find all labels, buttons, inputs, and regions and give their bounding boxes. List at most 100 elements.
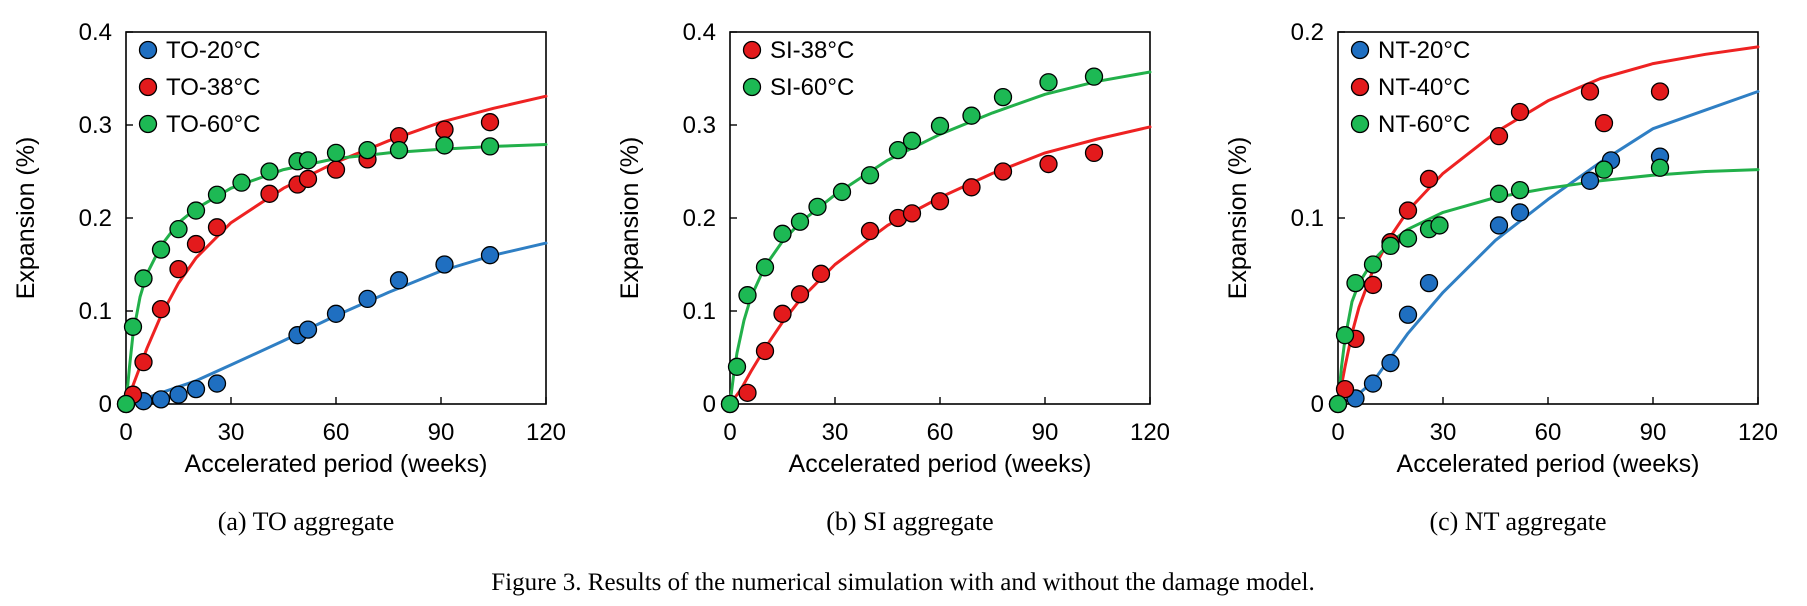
data-point-green: [123, 317, 143, 336]
data-point-green: [1039, 73, 1058, 92]
data-point-green: [773, 224, 792, 243]
data-point-red: [134, 352, 153, 372]
data-point-green: [727, 357, 747, 376]
x-tick-label: 90: [1032, 419, 1059, 446]
panels: 0 30 60 90 120 0 0.1 0.2 0.3 0.4 Accelerated perio…: [12, 19, 1778, 536]
legend-label: TO-38°C: [166, 74, 261, 101]
chart-panel-1: 0 30 60 90 120 0 0.1 0.2 0.3 0.4 Accelerated perio…: [12, 19, 566, 536]
data-point-red: [298, 169, 318, 189]
data-point-green: [1594, 160, 1614, 179]
data-point-green: [435, 136, 454, 155]
data-point-blue: [1381, 353, 1400, 373]
data-point-red: [1039, 154, 1058, 174]
x-tick-label: 90: [428, 419, 455, 446]
y-axis-title: Expansion (%): [12, 137, 40, 300]
data-point-green: [755, 258, 775, 277]
data-point-red: [1580, 82, 1600, 101]
legend-label: SI-60°C: [770, 74, 854, 101]
data-point-green: [389, 140, 409, 160]
data-point-red: [207, 218, 227, 237]
x-tick-label: 120: [526, 419, 566, 446]
y-tick-label: 0.1: [1291, 205, 1324, 232]
fit-line-red: [1336, 45, 1760, 406]
x-tick-label: 60: [323, 419, 350, 446]
data-point-green: [720, 394, 740, 414]
data-point-green: [186, 201, 206, 220]
legend-label: NT-20°C: [1378, 37, 1470, 64]
data-point-green: [1084, 67, 1104, 86]
x-axis-title: Accelerated period (weeks): [1397, 450, 1700, 478]
legend-marker: [1350, 77, 1370, 97]
data-point-red: [1510, 102, 1530, 122]
data-point-green: [993, 87, 1013, 107]
x-tick-label: 0: [723, 419, 736, 446]
data-point-green: [790, 212, 810, 231]
data-point-red: [1084, 143, 1104, 163]
data-point-blue: [1363, 374, 1383, 393]
legend-label: TO-20°C: [166, 37, 261, 64]
panel-caption: (a) TO aggregate: [218, 507, 395, 536]
fit-line-blue: [1336, 90, 1760, 406]
data-point-green: [1381, 236, 1400, 256]
data-point-blue: [151, 390, 171, 409]
y-tick-label: 0: [99, 391, 112, 418]
data-point-green: [1510, 180, 1530, 200]
x-axis-title: Accelerated period (weeks): [789, 450, 1092, 478]
legend-label: NT-60°C: [1378, 111, 1470, 138]
legend-marker: [138, 114, 158, 134]
data-point-red: [860, 221, 880, 241]
y-tick-label: 0.3: [683, 112, 716, 139]
x-tick-label: 30: [218, 419, 245, 446]
data-point-green: [902, 131, 922, 150]
data-point-blue: [389, 271, 409, 290]
data-point-red: [738, 383, 757, 402]
data-point-blue: [1510, 203, 1530, 222]
data-point-red: [811, 264, 831, 283]
data-point-blue: [186, 379, 206, 399]
data-point-green: [860, 166, 880, 185]
data-point-green: [232, 173, 251, 192]
data-point-green: [888, 140, 908, 160]
data-point-blue: [207, 374, 227, 393]
data-point-red: [993, 162, 1013, 181]
data-point-red: [962, 178, 981, 197]
y-tick-label: 0.4: [79, 19, 112, 46]
data-point-red: [326, 160, 346, 179]
data-point-red: [151, 299, 171, 319]
data-point-green: [358, 140, 377, 160]
data-point-red: [902, 204, 922, 223]
data-point-red: [1398, 201, 1418, 220]
data-point-blue: [298, 320, 318, 339]
y-tick-label: 0.1: [79, 298, 112, 325]
data-point-green: [134, 269, 153, 288]
x-tick-label: 120: [1738, 419, 1778, 446]
data-point-green: [151, 240, 171, 259]
y-tick-label: 0.2: [683, 205, 716, 232]
chart-panel-2: 0 30 60 90 120 0 0.1 0.2 0.3 0.4 Accelerated perio…: [616, 19, 1170, 536]
y-tick-label: 0: [703, 391, 716, 418]
data-point-green: [1363, 255, 1383, 274]
data-point-red: [1335, 379, 1355, 399]
y-tick-label: 0.4: [683, 19, 716, 46]
legend-marker: [138, 40, 158, 60]
data-point-green: [1328, 394, 1348, 414]
y-tick-label: 0: [1311, 391, 1324, 418]
data-point-blue: [1489, 216, 1509, 235]
fit-line-red: [728, 125, 1152, 406]
data-point-red: [1419, 169, 1439, 189]
data-point-red: [773, 304, 792, 323]
data-point-green: [962, 106, 981, 125]
data-point-green: [260, 162, 279, 181]
legend-marker: [742, 40, 762, 60]
panel-caption: (b) SI aggregate: [826, 507, 993, 536]
data-point-red: [1363, 275, 1383, 295]
x-tick-label: 120: [1130, 419, 1170, 446]
data-point-red: [755, 341, 775, 361]
y-axis-title: Expansion (%): [616, 137, 644, 300]
x-axis-title: Accelerated period (weeks): [185, 450, 488, 478]
y-tick-label: 0.2: [79, 205, 112, 232]
x-tick-label: 60: [927, 419, 954, 446]
y-tick-label: 0.3: [79, 112, 112, 139]
data-point-green: [1430, 216, 1449, 235]
